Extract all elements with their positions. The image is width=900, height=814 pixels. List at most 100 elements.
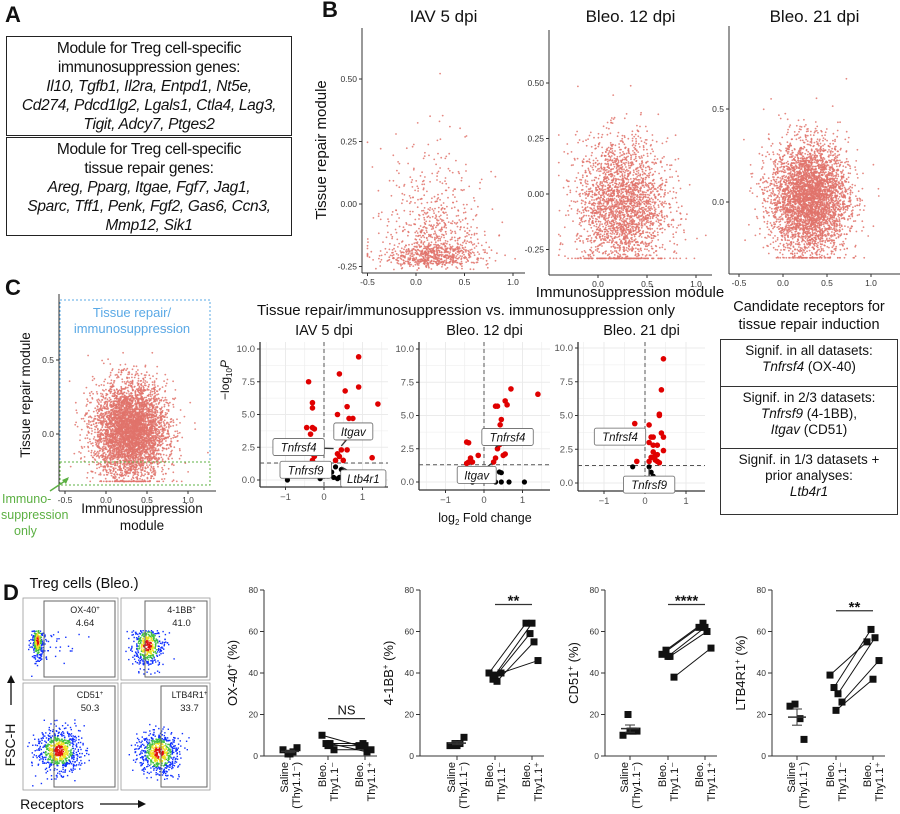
- scatter-point: [605, 151, 607, 154]
- scatter-point: [648, 202, 651, 205]
- scatter-point: [421, 249, 424, 252]
- scatter-point: [461, 265, 463, 268]
- scatter-point: [445, 226, 448, 229]
- scatter-point: [461, 267, 463, 270]
- scatter-point: [444, 180, 446, 183]
- scatter-point: [438, 254, 441, 256]
- scatter-point: [652, 179, 654, 182]
- scatter-point: [669, 240, 671, 243]
- scatter-point: [675, 191, 678, 194]
- scatter-point: [439, 253, 442, 256]
- scatter-point: [436, 251, 438, 254]
- scatter-point: [371, 166, 374, 168]
- scatter-point: [384, 253, 386, 256]
- scatter-point: [585, 214, 588, 217]
- x-tick-label: -0.5: [732, 278, 747, 288]
- scatter-point: [772, 237, 775, 239]
- scatter-point: [609, 147, 612, 150]
- scatter-point: [630, 215, 632, 217]
- scatter-point: [631, 133, 633, 136]
- scatter-point: [486, 252, 488, 255]
- scatter-point: [659, 188, 662, 190]
- scatter-point: [625, 195, 628, 198]
- x-tick-label: 1.0: [507, 277, 519, 287]
- scatter-point: [572, 220, 574, 223]
- scatter-point: [652, 237, 655, 239]
- scatter-point: [588, 158, 591, 161]
- scatter-point: [399, 263, 402, 266]
- scatter-point: [789, 244, 792, 247]
- scatter-point: [436, 139, 439, 142]
- scatter-point: [431, 215, 434, 218]
- scatter-point: [459, 228, 461, 231]
- scatter-point: [402, 256, 404, 258]
- scatter-point: [641, 210, 644, 213]
- scatter-point: [810, 130, 812, 133]
- scatter-point: [652, 190, 654, 193]
- scatter-point: [640, 193, 643, 196]
- scatter-point: [791, 149, 794, 152]
- scatter-point: [414, 223, 417, 226]
- scatter-point: [588, 221, 590, 223]
- scatter-point: [597, 136, 600, 139]
- scatter-point: [633, 207, 635, 209]
- scatter-point: [654, 210, 657, 213]
- scatter-point: [581, 206, 584, 209]
- scatter-point: [672, 233, 675, 236]
- scatter-point: [634, 238, 637, 241]
- scatter-point: [379, 147, 382, 150]
- scatter-point: [477, 257, 480, 260]
- scatter-point: [628, 188, 630, 191]
- scatter-point: [826, 230, 829, 233]
- scatter-point: [597, 226, 600, 229]
- scatter-point: [611, 159, 613, 162]
- scatter-point: [614, 185, 617, 187]
- scatter-point: [466, 258, 468, 261]
- scatter-point: [611, 173, 614, 176]
- scatter-point: [629, 199, 632, 201]
- scatter-point: [620, 239, 623, 242]
- scatter-point: [616, 165, 619, 167]
- scatter-point: [620, 178, 622, 181]
- scatter-point: [456, 261, 459, 264]
- scatter-point: [574, 201, 577, 204]
- scatter-point: [413, 253, 415, 256]
- scatter-point: [422, 256, 425, 258]
- scatter-point: [434, 207, 436, 210]
- scatter-point: [590, 250, 593, 252]
- scatter-point: [478, 253, 481, 256]
- scatter-point: [646, 248, 648, 251]
- scatter-point: [646, 165, 649, 168]
- scatter-point: [633, 210, 636, 213]
- scatter-point: [426, 261, 429, 264]
- scatter-point: [585, 185, 588, 188]
- scatter-point: [594, 192, 596, 195]
- scatter-point: [796, 252, 799, 255]
- scatter-point: [596, 181, 598, 184]
- scatter-point: [422, 234, 425, 237]
- scatter-point: [603, 205, 606, 208]
- scatter-point: [386, 260, 389, 262]
- scatter-point: [444, 242, 446, 244]
- scatter-point: [664, 191, 666, 194]
- scatter-point: [637, 221, 640, 224]
- scatter-point: [422, 188, 425, 191]
- scatter-point: [441, 220, 443, 223]
- scatter-point: [397, 256, 400, 259]
- scatter-point: [835, 155, 837, 158]
- scatter-point: [593, 199, 595, 201]
- scatter-point: [644, 215, 647, 218]
- scatter-point: [617, 172, 620, 175]
- scatter-point: [621, 173, 624, 175]
- scatter-point: [669, 190, 671, 193]
- scatter-point: [597, 191, 600, 194]
- scatter-point: [419, 230, 422, 233]
- scatter-point: [634, 182, 637, 185]
- scatter-point: [437, 170, 440, 173]
- scatter-point: [425, 237, 428, 240]
- scatter-point: [630, 196, 632, 198]
- scatter-point: [767, 185, 770, 188]
- scatter-point: [411, 210, 414, 213]
- scatter-point: [625, 256, 627, 258]
- scatter-point: [473, 243, 476, 245]
